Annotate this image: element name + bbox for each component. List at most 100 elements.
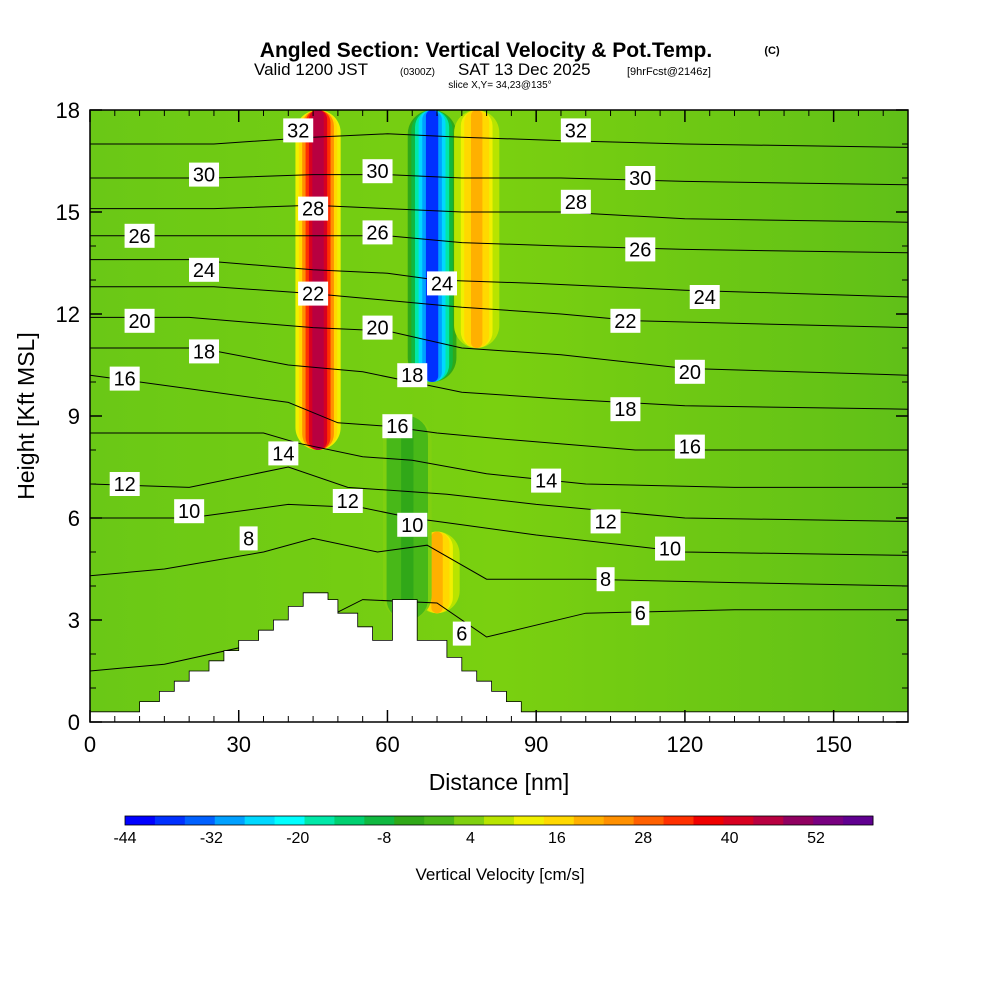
updraft-low-east-band	[431, 531, 443, 614]
isentrope-14	[90, 432, 908, 488]
contour-label-box	[560, 189, 591, 214]
contour-label-box	[298, 281, 329, 306]
terrain	[90, 592, 908, 722]
colorbar-swatch	[484, 816, 515, 825]
chart-title-unit: (C)	[764, 45, 780, 57]
colorbar-swatch	[424, 816, 455, 825]
y-tick-label: 3	[68, 608, 80, 633]
updraft-column-east	[454, 110, 500, 348]
isentrope-28	[90, 204, 908, 223]
contour-label-box	[625, 166, 656, 190]
contour-label: 26	[124, 223, 155, 248]
contour-label-text: 32	[287, 120, 309, 142]
contour-label: 6	[631, 601, 650, 626]
colorbar-tick-label: 52	[807, 830, 825, 847]
x-tick-label: 120	[667, 732, 704, 757]
contour-label-text: 18	[614, 399, 636, 421]
contour-label: 10	[174, 499, 205, 524]
colorbar-swatch	[603, 816, 635, 825]
contour-label-box	[610, 397, 641, 422]
contour-label-text: 22	[302, 284, 324, 306]
y-tick-label: 0	[68, 710, 80, 735]
axis-ticks: 0 30 60 90 120 150 0 3 6 9 12 15 18	[56, 98, 908, 757]
contour-label: 18	[610, 397, 641, 422]
contour-label-box	[362, 159, 393, 184]
isentrope-26	[90, 235, 908, 254]
contour-label-text: 6	[635, 603, 646, 625]
contour-label-text: 24	[431, 273, 453, 295]
updraft-column-west	[295, 110, 341, 450]
contour-label-text: 16	[386, 416, 408, 438]
contour-label: 18	[397, 363, 428, 388]
colorbar-swatch	[454, 816, 485, 825]
colorbar-swatch	[394, 816, 425, 825]
colorbar-tick-label: -8	[377, 830, 391, 847]
contour-label-text: 12	[114, 474, 136, 496]
contour-label-box	[124, 223, 155, 248]
colorbar-tick-label: 4	[466, 830, 475, 847]
contour-label: 32	[283, 118, 314, 143]
contour-label-box	[560, 118, 591, 143]
contour-label: 20	[674, 359, 705, 384]
contour-label: 28	[298, 196, 329, 221]
contour-label: 16	[674, 434, 705, 459]
contour-label-box	[655, 536, 686, 561]
colorbar-swatch	[723, 816, 754, 825]
colorbar-swatch	[543, 816, 575, 825]
contour-label: 12	[590, 509, 621, 534]
colorbar-tick-label: 28	[634, 830, 652, 847]
contour-label-text: 16	[679, 437, 701, 459]
contour-label-text: 8	[600, 569, 611, 591]
title-block: Angled Section: Vertical Velocity & Pot.…	[254, 39, 780, 91]
contour-label: 28	[560, 189, 591, 214]
contour-label-box	[124, 308, 155, 333]
colorbar-swatch	[364, 816, 395, 825]
contour-label: 24	[689, 285, 720, 309]
contour-label-text: 10	[659, 539, 681, 561]
contour-label-text: 22	[614, 311, 636, 333]
downdraft-column-band	[425, 110, 439, 382]
contour-label: 30	[189, 162, 220, 187]
chart-title: Angled Section: Vertical Velocity & Pot.…	[260, 39, 712, 62]
contour-label: 12	[332, 489, 363, 513]
contour-label-box	[189, 257, 220, 282]
colorbar-swatch	[663, 816, 694, 825]
contour-label-box	[298, 196, 329, 221]
contour-label-box	[426, 271, 457, 296]
contour-label-text: 18	[401, 365, 423, 387]
y-tick-label: 9	[68, 404, 80, 429]
contour-label-box	[674, 359, 705, 384]
isentrope-20	[90, 316, 908, 376]
colorbar-swatch	[334, 816, 365, 825]
contour-label: 32	[560, 118, 591, 143]
colorbar-swatch	[184, 816, 216, 825]
isentrope-6	[90, 599, 908, 672]
contour-label-box	[174, 499, 205, 524]
isentrope-32	[90, 133, 908, 148]
contour-label-box	[689, 285, 720, 309]
contour-label: 10	[397, 512, 428, 537]
y-tick-label: 15	[56, 200, 80, 225]
contour-label: 14	[531, 468, 562, 493]
contour-label-text: 20	[679, 362, 701, 384]
colorbar-tick-label: -20	[286, 830, 309, 847]
contour-label-box	[109, 366, 140, 391]
colorbar-swatch	[573, 816, 605, 825]
contour-label: 30	[362, 159, 393, 184]
valid-prefix: Valid 1200 JST	[254, 60, 368, 79]
contour-label-text: 28	[302, 199, 324, 221]
contour-label-text: 6	[456, 624, 467, 646]
colorbar-swatch	[813, 816, 844, 825]
contour-label-box	[674, 434, 705, 459]
colorbar-swatch	[214, 816, 246, 825]
valid-date: SAT 13 Dec 2025	[458, 60, 591, 79]
contour-label-text: 20	[128, 311, 150, 333]
isentrope-30	[90, 174, 908, 186]
contour-label: 20	[362, 315, 393, 340]
isentrope-8	[90, 537, 908, 587]
colorbar-swatch	[244, 816, 276, 825]
downdraft-column	[407, 110, 457, 382]
colorbar-swatch	[693, 816, 724, 825]
contour-label-text: 10	[401, 515, 423, 537]
colorbar-tick-label: 16	[548, 830, 566, 847]
